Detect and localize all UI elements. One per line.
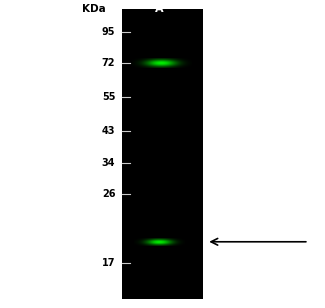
Text: 55: 55 (102, 92, 115, 102)
Bar (122, 9, 203, 299)
Text: 34: 34 (102, 158, 115, 168)
Text: 43: 43 (102, 126, 115, 136)
Text: 95: 95 (102, 27, 115, 37)
Text: 72: 72 (102, 58, 115, 68)
Text: KDa: KDa (82, 4, 106, 14)
Text: A: A (155, 4, 163, 14)
Text: 17: 17 (102, 258, 115, 268)
Text: 26: 26 (102, 189, 115, 199)
